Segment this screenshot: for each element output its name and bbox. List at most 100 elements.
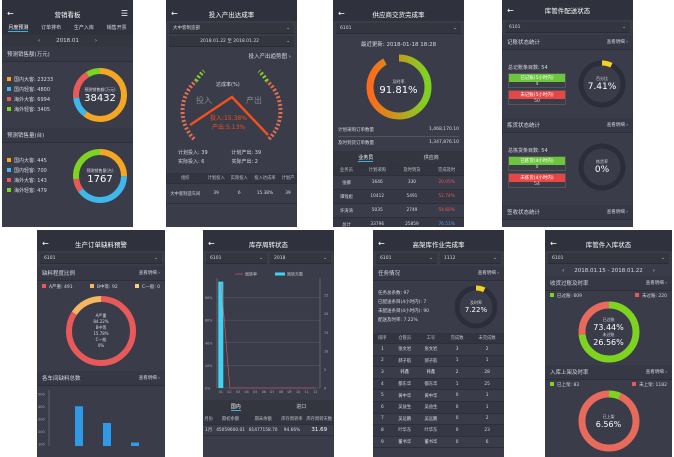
posted-label: 已记账(5小时内): [509, 73, 565, 82]
plant-select[interactable]: 6101 ⌄: [206, 253, 267, 264]
tab-production[interactable]: 生产入库: [73, 25, 94, 31]
prev-icon[interactable]: ‹: [37, 38, 41, 44]
page-title: 库管件配送状态: [544, 7, 591, 15]
back-icon[interactable]: ←: [550, 239, 557, 248]
year-select[interactable]: 2018 ⌄: [270, 253, 331, 264]
detail-link[interactable]: 查看明细 ›: [477, 271, 499, 276]
back-icon[interactable]: ←: [42, 239, 49, 248]
phone-material-shortage: ← 生产订单缺料预警 6101 ⌄ 缺料程度比例 查看明细 › A严重: 491 B中…: [37, 230, 165, 457]
tab-salesman[interactable]: 业务员: [358, 155, 374, 162]
prev-icon[interactable]: ‹: [562, 268, 565, 274]
dept-select[interactable]: 大中客制造部 ⌄: [169, 23, 294, 34]
post-total: 总记账条目数: 54: [508, 64, 548, 71]
pick-total: 总拣货条目数: 54: [508, 147, 548, 154]
tab-supplier[interactable]: 供应商: [423, 155, 439, 161]
plant-select[interactable]: 6101 ⌄: [376, 253, 437, 264]
detail-link[interactable]: 查看明细 ›: [645, 281, 667, 286]
tab-monthly[interactable]: 月度预测: [8, 25, 29, 32]
x-tick: 02: [227, 390, 231, 394]
chevron-down-icon: ⌄: [453, 25, 457, 31]
rate-label: 及时率: [392, 78, 405, 84]
page-title: 库管件入库状态: [585, 240, 632, 249]
back-icon[interactable]: ←: [208, 239, 215, 248]
detail-link[interactable]: 查看明细 ›: [645, 370, 667, 375]
page-title: 投入产出达成率: [208, 10, 255, 19]
status-bar: [2, 0, 133, 6]
post-heading: 收货过账及时率: [550, 281, 589, 287]
unposted-count: 50: [534, 98, 540, 104]
legend-item: 海外大客: 6994: [7, 95, 71, 105]
ontime-ring: [366, 54, 431, 120]
back-icon[interactable]: ←: [7, 9, 14, 18]
donut-segment: [66, 296, 136, 366]
rate-value: 7.22%: [464, 306, 488, 314]
legend-item: 国内大客: 23233: [7, 75, 71, 85]
donut-segment: [73, 149, 127, 203]
stat-row: 计划采购订单数量 1,468,170.10: [338, 124, 459, 137]
task-heading: 任务情况: [378, 271, 401, 277]
chevron-down-icon: ⌄: [286, 25, 290, 31]
bar: [131, 442, 139, 446]
date-range: 2018.01.15 - 2018.01.22: [574, 268, 643, 274]
plant-select[interactable]: 6101 ⌄: [40, 253, 162, 264]
actual-output: 实际产出: 2: [231, 159, 258, 165]
right-tick: 20: [324, 312, 328, 316]
shelf-donut: [578, 390, 639, 452]
table-row: 1月 45059600.01 81477158.70 94.66% 31.69: [203, 424, 334, 436]
back-icon[interactable]: ←: [507, 5, 514, 15]
posted-count: 4: [535, 81, 539, 87]
page-title: 供应商交货完成率: [372, 10, 425, 19]
posted-pct: 73.44%: [593, 323, 624, 332]
x-tick: 01: [219, 390, 223, 394]
bar: [103, 423, 111, 446]
back-icon[interactable]: ←: [338, 9, 345, 18]
tab-domestic[interactable]: 国内: [230, 404, 241, 411]
legend-item: 海外大客: 143: [7, 176, 71, 186]
last-updated: 最近更新: 2018-01-18 18:28: [360, 42, 437, 48]
donut-segment: [73, 68, 127, 122]
phone-input-output: ← 投入产出达成率 大中客制造部 ⌄ 2018.01.22 至 2018.01.22…: [166, 0, 297, 227]
page-title: 生产订单缺料预警: [75, 240, 127, 249]
pick-ring: [578, 143, 626, 191]
post-detail-link[interactable]: 查看明细 ›: [606, 40, 628, 45]
detail-link[interactable]: 查看明细 ›: [138, 376, 160, 381]
next-icon[interactable]: ›: [652, 268, 655, 274]
y-tick: 200: [38, 430, 45, 434]
back-icon[interactable]: ←: [171, 9, 178, 18]
donut-total: 38432: [84, 92, 116, 104]
right-tick: 10: [324, 349, 328, 353]
detail-link[interactable]: 查看明细 ›: [138, 271, 160, 276]
table-row: 3 韩鑫 韩鑫 2 28: [373, 366, 504, 379]
ratio-heading: 缺料程度比例: [42, 271, 76, 277]
donut-segment: [73, 149, 127, 203]
donut-segment: [578, 301, 639, 363]
gauge-needles: [189, 95, 269, 136]
table-row: 1 张文岩 张文岩 3 2: [373, 343, 504, 356]
next-icon[interactable]: ›: [94, 38, 98, 44]
unpicked-count: 54: [534, 181, 540, 187]
x-tick: 04: [245, 390, 249, 394]
pick-pct: 0%: [594, 165, 610, 175]
donut-segment: [73, 68, 127, 122]
table-row: 大中客制造车间 39 6 15.38% 39: [166, 183, 297, 204]
trend-link[interactable]: 投入产出趋势图 ›: [248, 54, 291, 60]
menu-icon[interactable]: ☰: [120, 9, 128, 18]
plant-select[interactable]: 6101 ⌄: [336, 23, 461, 34]
phone-parts-delivery: ← 库管件配送状态 6101 ⌄ 记账状态统计 查看明细 › 总记账条目数: 54 已…: [502, 0, 633, 227]
table-row: 8 叶华东 叶华东 0 23: [373, 424, 504, 437]
unpicked-label: 未拣货(4小时内): [509, 173, 565, 182]
plant-select[interactable]: 6101 ⌄: [548, 253, 669, 264]
legend-item: 海外轻客: 479: [7, 186, 71, 196]
plant-select[interactable]: 6101 ⌄: [505, 22, 630, 33]
date-range-select[interactable]: 2018.01.22 至 2018.01.22 ⌄: [169, 36, 294, 47]
tab-orders[interactable]: 订单排布: [41, 25, 62, 31]
tab-import[interactable]: 进口: [296, 404, 307, 410]
y-tick: 300: [38, 418, 45, 422]
legend-medium: B中等: 92: [89, 284, 118, 290]
warehouse-select[interactable]: 1112 ⌄: [440, 253, 501, 264]
tab-invoice[interactable]: 销售开票: [106, 25, 127, 31]
left-tick: 20%: [205, 364, 212, 368]
sign-detail-link[interactable]: 查看明细 ›: [606, 210, 628, 215]
pick-detail-link[interactable]: 查看明细 ›: [606, 123, 628, 128]
back-icon[interactable]: ←: [378, 239, 385, 248]
